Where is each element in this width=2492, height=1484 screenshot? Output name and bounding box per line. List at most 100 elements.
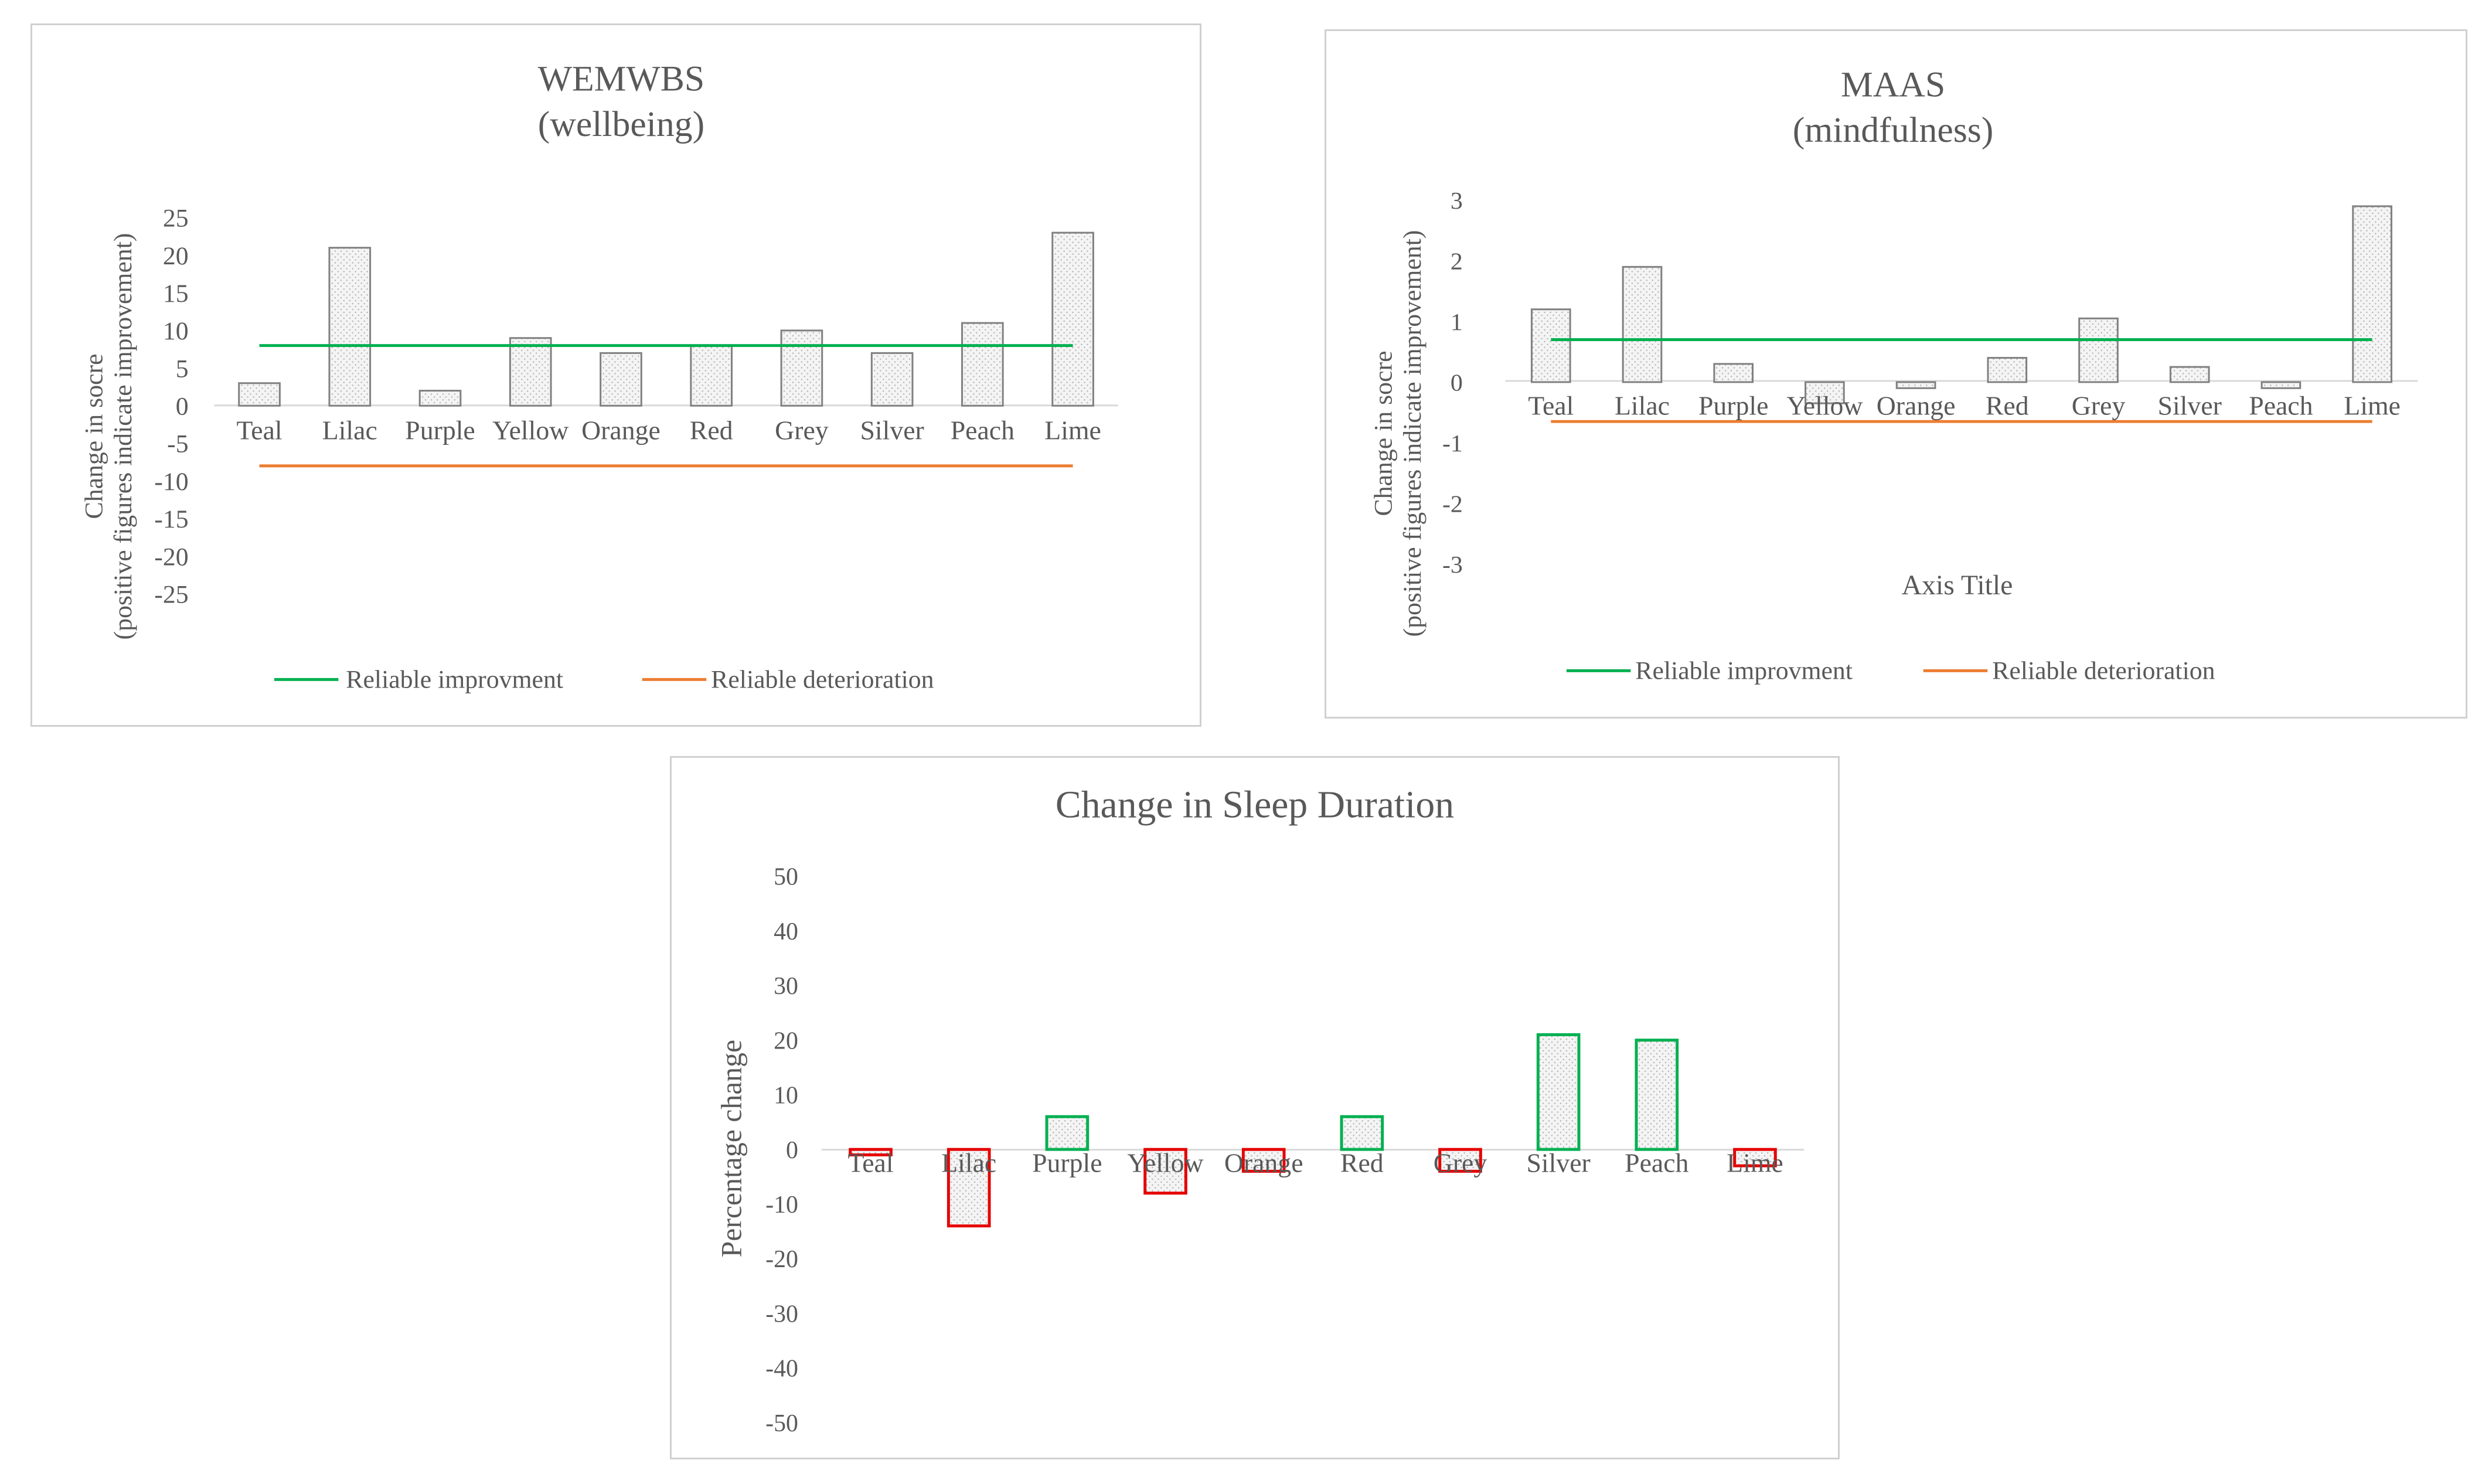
wemwbs-y-axis-title-line1: Change in socre bbox=[80, 353, 108, 519]
wemwbs-x-tick-label: Red bbox=[690, 415, 733, 445]
wemwbs-y-tick-label: -15 bbox=[154, 505, 188, 533]
maas-y-tick-label: 2 bbox=[1451, 249, 1463, 275]
maas-y-axis-title-line2: (positive figures indicate improvement) bbox=[1398, 230, 1427, 637]
wemwbs-y-tick-label: 5 bbox=[176, 355, 189, 383]
wemwbs-x-tick-label: Orange bbox=[581, 415, 661, 445]
maas-x-tick-label: Yellow bbox=[1786, 391, 1863, 421]
wemwbs-bar-peach bbox=[961, 322, 1004, 407]
sleep-bar-peach bbox=[1635, 1039, 1679, 1151]
sleep-x-tick-label: Lime bbox=[1727, 1148, 1783, 1177]
wemwbs-bar-yellow bbox=[509, 337, 552, 407]
maas-y-axis-ticks: 3 2 1 0 -1 -2 -3 bbox=[1442, 188, 1463, 578]
wemwbs-bars bbox=[238, 232, 1094, 407]
maas-x-tick-label: Red bbox=[1986, 391, 2029, 421]
wemwbs-y-tick-label: 20 bbox=[163, 242, 189, 270]
wemwbs-y-tick-label: 15 bbox=[163, 280, 189, 308]
wemwbs-x-tick-label: Purple bbox=[405, 415, 475, 445]
maas-y-tick-label: -2 bbox=[1442, 491, 1463, 518]
maas-y-tick-label: 1 bbox=[1451, 309, 1463, 336]
sleep-y-tick-label: 30 bbox=[774, 973, 798, 1000]
wemwbs-y-tick-label: -5 bbox=[167, 430, 188, 458]
sleep-x-tick-label: Teal bbox=[847, 1148, 893, 1177]
maas-legend-improvement-label: Reliable improvment bbox=[1635, 656, 1853, 685]
sleep-x-tick-label: Grey bbox=[1434, 1148, 1487, 1177]
wemwbs-bar-red bbox=[690, 345, 733, 407]
sleep-y-tick-label: 0 bbox=[786, 1137, 798, 1164]
sleep-x-tick-label: Peach bbox=[1625, 1148, 1688, 1177]
maas-bar-lilac bbox=[1622, 266, 1663, 383]
sleep-bar-silver bbox=[1536, 1033, 1581, 1151]
sleep-bar-purple bbox=[1045, 1115, 1090, 1151]
wemwbs-bar-grey bbox=[780, 329, 823, 407]
sleep-y-tick-label: 50 bbox=[774, 864, 798, 891]
sleep-bar-teal bbox=[849, 1148, 893, 1156]
maas-title-line1: MAAS bbox=[1841, 64, 1945, 104]
sleep-y-tick-label: -10 bbox=[765, 1192, 798, 1218]
maas-x-axis-title: Axis Title bbox=[1902, 570, 2013, 601]
sleep-y-tick-label: -30 bbox=[765, 1301, 798, 1328]
maas-x-tick-label: Orange bbox=[1877, 391, 1956, 421]
wemwbs-bar-purple bbox=[418, 390, 462, 407]
wemwbs-x-axis-labels: Teal Lilac Purple Yellow Orange Red Grey Silver… bbox=[237, 415, 1101, 445]
sleep-y-axis-ticks: 50 40 30 20 10 0 -10 -20 -30 -40 -50 bbox=[765, 864, 798, 1437]
wemwbs-y-tick-label: -20 bbox=[154, 543, 188, 571]
sleep-bar-red bbox=[1340, 1115, 1384, 1151]
sleep-bars bbox=[849, 1033, 1777, 1228]
maas-x-tick-label: Grey bbox=[2072, 391, 2126, 421]
maas-y-axis-title-line1: Change in socre bbox=[1369, 350, 1397, 516]
wemwbs-legend-deterioration-label: Reliable deterioration bbox=[711, 665, 934, 693]
wemwbs-y-tick-label: 0 bbox=[176, 393, 189, 421]
wemwbs-bar-lilac bbox=[328, 247, 372, 407]
sleep-x-tick-label: Silver bbox=[1526, 1148, 1590, 1177]
maas-x-tick-label: Lilac bbox=[1615, 391, 1670, 421]
maas-x-tick-label: Lime bbox=[2344, 391, 2401, 421]
wemwbs-chart-panel: WEMWBS (wellbeing) 25 20 15 10 5 0 -5 -10 -15 -20… bbox=[30, 23, 1201, 727]
maas-chart: MAAS (mindfulness) 3 2 1 0 -1 -2 -3 Teal Lilac P… bbox=[1369, 64, 2418, 685]
wemwbs-reference-lines bbox=[259, 344, 1073, 468]
maas-bar-grey bbox=[2078, 317, 2119, 383]
wemwbs-title-line2: (wellbeing) bbox=[538, 104, 704, 144]
maas-x-tick-label: Silver bbox=[2158, 391, 2222, 421]
sleep-y-tick-label: 10 bbox=[774, 1083, 798, 1109]
maas-title-line2: (mindfulness) bbox=[1793, 110, 1994, 150]
wemwbs-title-line1: WEMWBS bbox=[538, 59, 704, 98]
maas-bar-lime bbox=[2352, 205, 2392, 383]
maas-y-tick-label: 3 bbox=[1451, 188, 1463, 215]
sleep-bar-lime bbox=[1733, 1148, 1777, 1168]
wemwbs-legend: Reliable improvment Reliable deteriorati… bbox=[274, 665, 934, 693]
sleep-x-tick-label: Purple bbox=[1032, 1148, 1102, 1177]
maas-bar-yellow bbox=[1805, 381, 1845, 404]
sleep-x-tick-label: Yellow bbox=[1127, 1148, 1203, 1177]
maas-bars bbox=[1530, 205, 2392, 404]
sleep-bar-grey bbox=[1438, 1148, 1482, 1173]
maas-chart-panel: MAAS (mindfulness) 3 2 1 0 -1 -2 -3 Teal Lilac P… bbox=[1325, 29, 2467, 719]
sleep-y-tick-label: -20 bbox=[765, 1246, 798, 1273]
wemwbs-x-tick-label: Silver bbox=[860, 415, 924, 445]
sleep-y-tick-label: -40 bbox=[765, 1356, 798, 1383]
sleep-x-axis-labels: Teal Lilac Purple Yellow Orange Red Grey Silver… bbox=[847, 1148, 1783, 1177]
wemwbs-x-tick-label: Yellow bbox=[492, 415, 568, 445]
maas-bar-orange bbox=[1895, 381, 1936, 389]
maas-reference-lines bbox=[1551, 338, 2372, 423]
wemwbs-x-tick-label: Peach bbox=[951, 415, 1014, 445]
maas-bar-red bbox=[1987, 357, 2028, 383]
wemwbs-x-tick-label: Lilac bbox=[322, 415, 377, 445]
maas-bar-silver bbox=[2169, 366, 2210, 383]
sleep-bar-lilac bbox=[947, 1148, 991, 1228]
wemwbs-x-tick-label: Lime bbox=[1044, 415, 1101, 445]
maas-x-tick-label: Peach bbox=[2249, 391, 2313, 421]
maas-bar-peach bbox=[2260, 381, 2302, 389]
wemwbs-bar-silver bbox=[870, 352, 914, 407]
sleep-y-tick-label: 40 bbox=[774, 918, 798, 945]
maas-bar-purple bbox=[1713, 363, 1754, 383]
wemwbs-bar-lime bbox=[1051, 232, 1094, 407]
wemwbs-x-tick-label: Grey bbox=[775, 415, 829, 445]
wemwbs-chart: WEMWBS (wellbeing) 25 20 15 10 5 0 -5 -10 -15 -20… bbox=[80, 59, 1118, 693]
wemwbs-legend-improvement-label: Reliable improvment bbox=[346, 665, 563, 693]
maas-legend: Reliable improvment Reliable deteriorati… bbox=[1566, 656, 2215, 685]
wemwbs-y-tick-label: 10 bbox=[163, 317, 189, 345]
wemwbs-y-tick-label: 25 bbox=[163, 205, 189, 233]
sleep-y-axis-title: Percentage change bbox=[715, 1040, 747, 1258]
sleep-x-tick-label: Lilac bbox=[941, 1148, 996, 1177]
sleep-y-tick-label: 20 bbox=[774, 1027, 798, 1054]
